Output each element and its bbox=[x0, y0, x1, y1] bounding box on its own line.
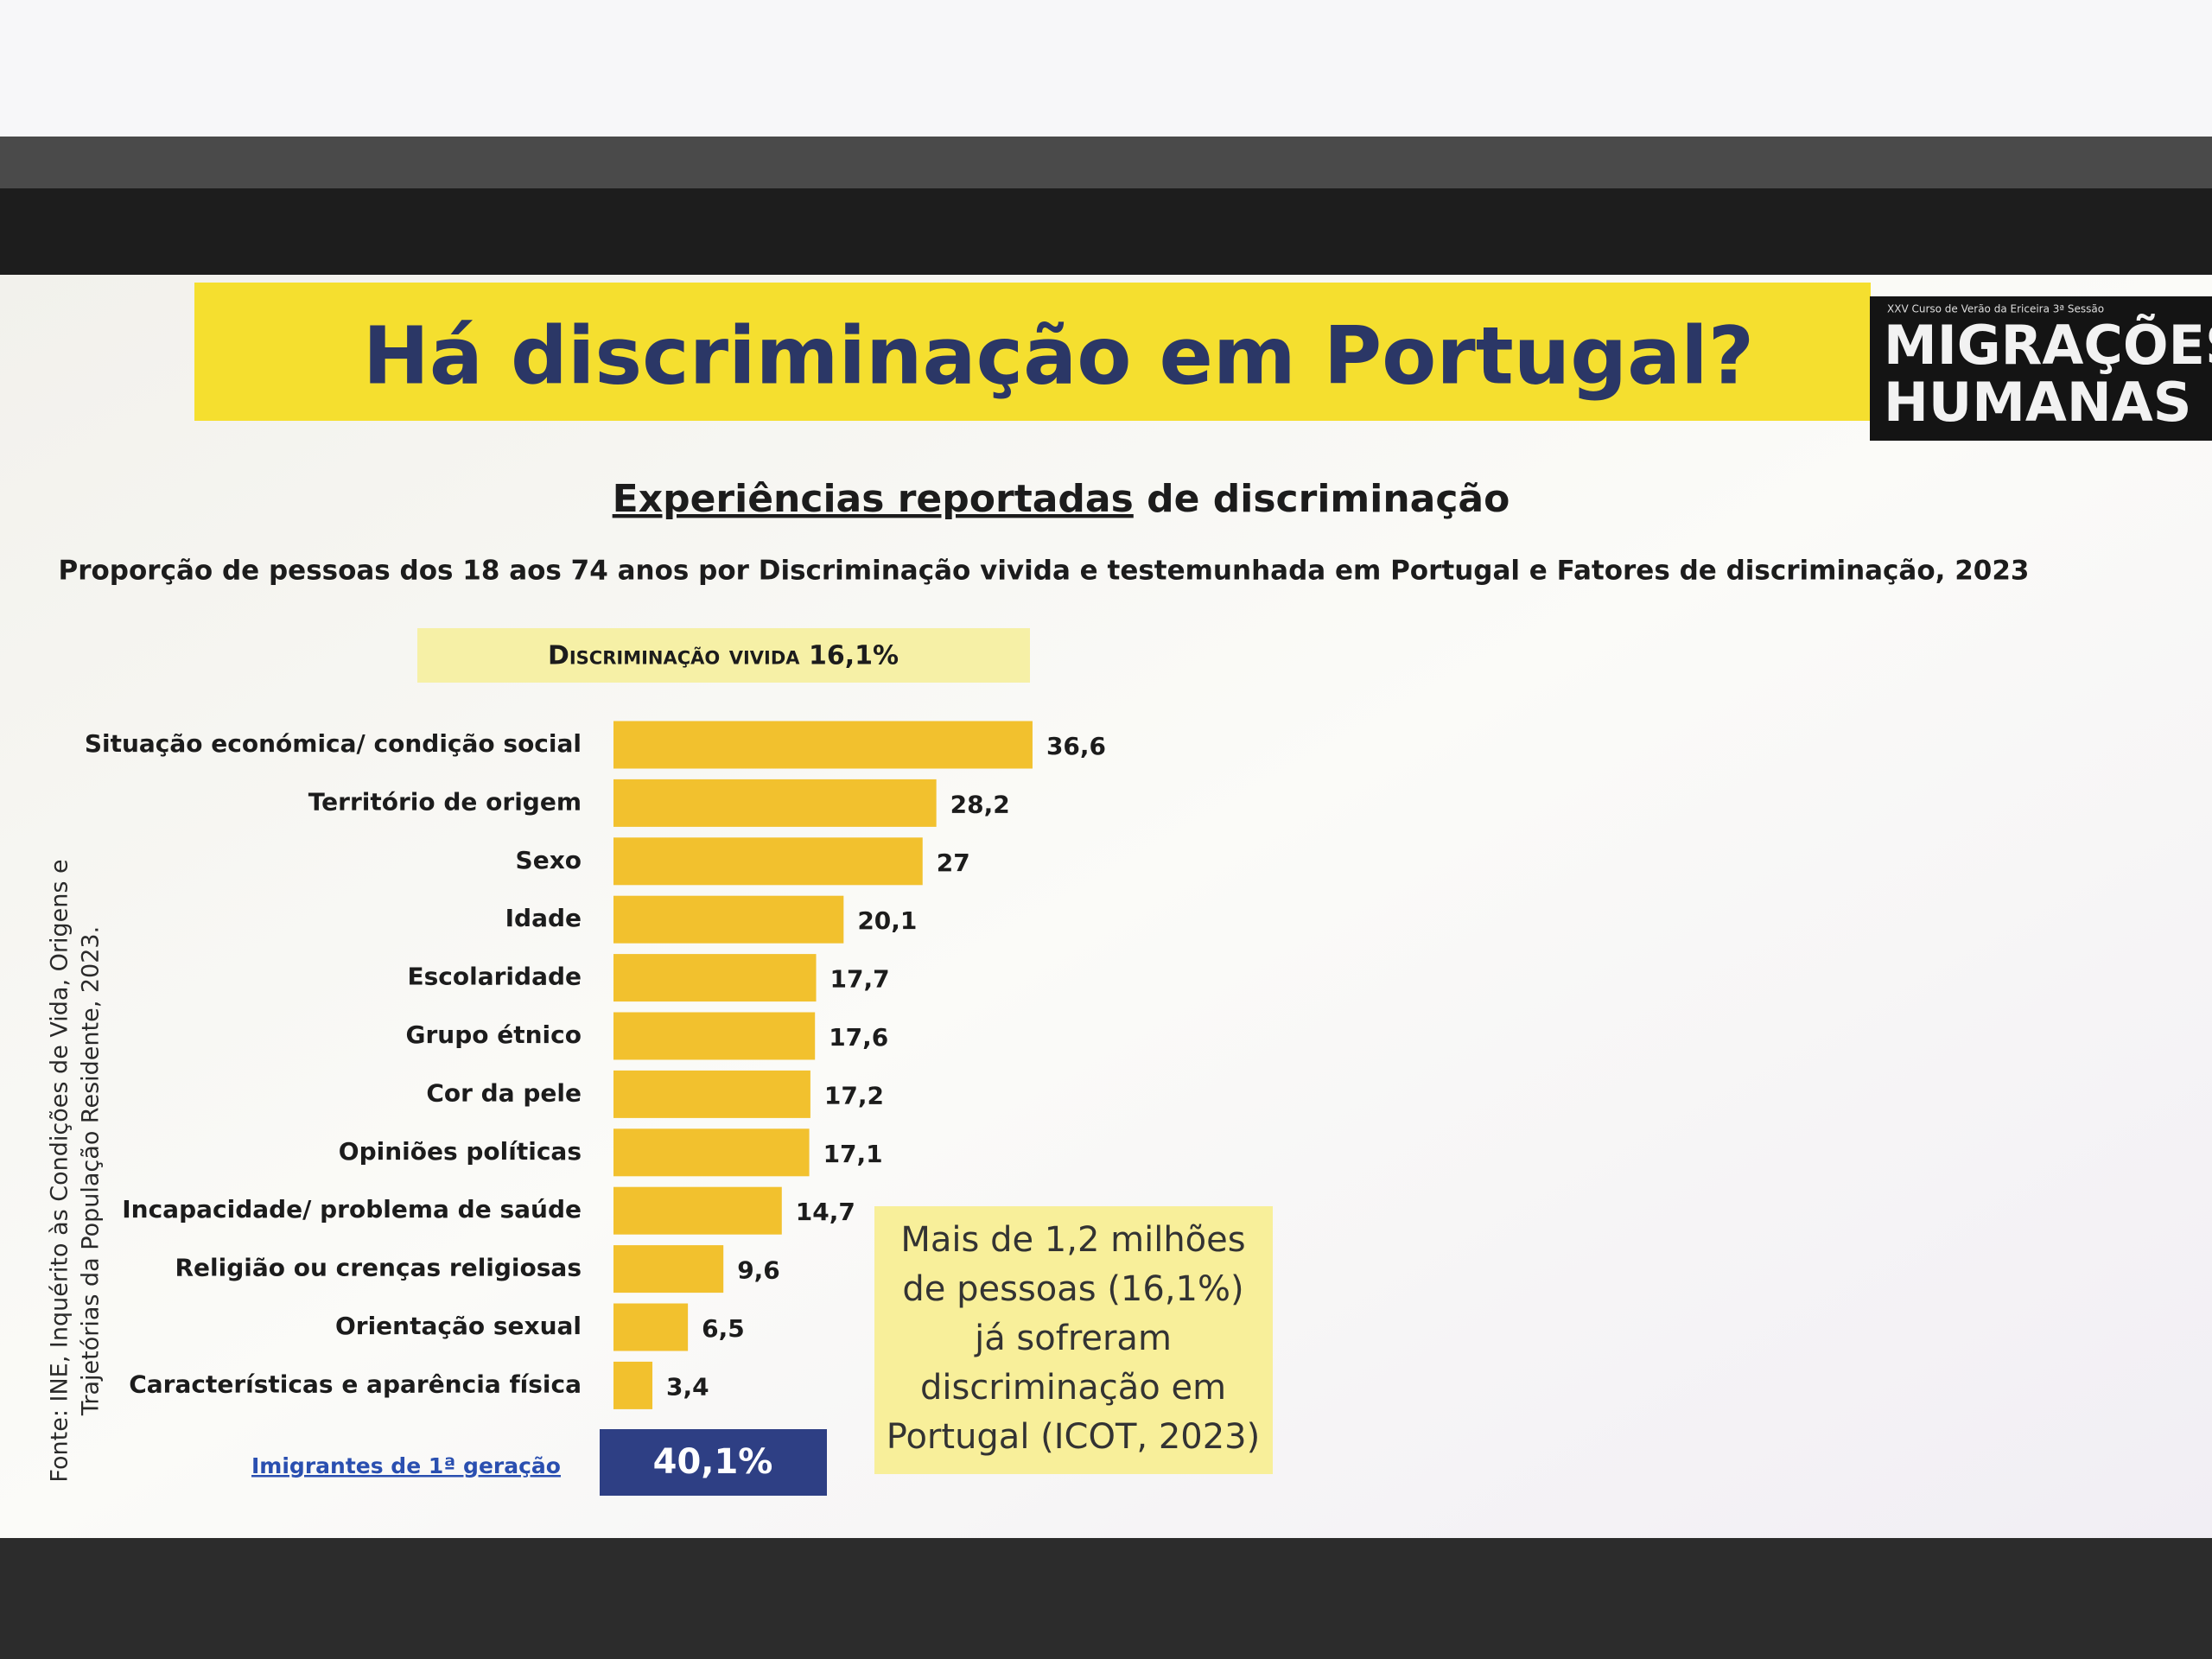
category-label: Território de origem bbox=[308, 787, 582, 816]
source: Trajetórias da População Residente, 2023… bbox=[78, 926, 105, 1416]
bar bbox=[613, 1361, 653, 1409]
bar bbox=[613, 779, 937, 827]
immigrants-box bbox=[600, 1429, 827, 1496]
source: Fonte: INE, Inquérito às Condições de Vi… bbox=[47, 859, 73, 1482]
screen-bezel-bottom bbox=[0, 1538, 2212, 1659]
bar bbox=[613, 954, 817, 1002]
category-label: Incapacidade/ problema de saúde bbox=[122, 1195, 582, 1224]
value-label: 3,4 bbox=[666, 1372, 709, 1401]
category-label: Características e aparência física bbox=[129, 1370, 582, 1398]
section-heading: Experiências reportadas de discriminação bbox=[613, 477, 1510, 521]
value-label: 17,7 bbox=[830, 965, 890, 994]
chart-title: Proporção de pessoas dos 18 aos 74 anos … bbox=[59, 556, 2030, 587]
chart-subtitle: Discriminação vivida 16,1% bbox=[548, 641, 899, 671]
value-label: 17,6 bbox=[829, 1023, 888, 1052]
value-label: 6,5 bbox=[702, 1314, 745, 1343]
bar bbox=[613, 1303, 689, 1351]
category-label: Cor da pele bbox=[426, 1078, 582, 1107]
category-label: Idade bbox=[505, 904, 582, 932]
callout: Mais de 1,2 milhões de pessoas (16,1%) já … bbox=[887, 1220, 1260, 1457]
bar bbox=[613, 895, 844, 944]
bar bbox=[613, 1186, 782, 1235]
category-label: Grupo étnico bbox=[406, 1020, 582, 1049]
value-label: 20,1 bbox=[857, 906, 917, 935]
callout-line: discriminação em bbox=[920, 1368, 1226, 1408]
category-label: Escolaridade bbox=[408, 963, 582, 991]
value-label: 17,1 bbox=[823, 1140, 883, 1168]
callout-line: de pessoas (16,1%) bbox=[902, 1269, 1243, 1309]
callout-line: já sofreram bbox=[974, 1319, 1172, 1358]
value-label: 36,6 bbox=[1046, 732, 1106, 760]
category-label: Situação económica/ condição social bbox=[85, 729, 582, 758]
value-label: 14,7 bbox=[796, 1198, 855, 1226]
subtitle-box bbox=[417, 628, 1030, 683]
category-label: Sexo bbox=[516, 846, 582, 874]
category-label: Religião ou crenças religiosas bbox=[175, 1254, 582, 1282]
screen-bezel-top bbox=[0, 137, 2212, 188]
logo-text: MIGRAÇÕES bbox=[1884, 314, 2212, 377]
immigrants-label: Imigrantes de 1ª geração bbox=[251, 1453, 561, 1478]
callout-line: Portugal (ICOT, 2023) bbox=[887, 1417, 1260, 1457]
logo-text: HUMANAS bbox=[1884, 371, 2191, 434]
logo bbox=[1870, 296, 2212, 441]
value-label: 28,2 bbox=[950, 790, 1010, 818]
callout-box bbox=[874, 1206, 1273, 1474]
category-label: Opiniões políticas bbox=[339, 1137, 582, 1166]
title-bar bbox=[194, 283, 1871, 421]
heading-underlined: Experiências reportadas bbox=[613, 477, 1134, 521]
immigrants-value: 40,1% bbox=[653, 1442, 773, 1482]
heading-rest: de discriminação bbox=[1134, 477, 1510, 521]
value-label: 17,2 bbox=[824, 1081, 884, 1109]
wall bbox=[0, 0, 2212, 138]
bar bbox=[613, 837, 923, 886]
value-label: 9,6 bbox=[737, 1256, 780, 1285]
value-label: 27 bbox=[937, 849, 970, 877]
logo-caption: XXV Curso de Verão da Ericeira 3ª Sessão bbox=[1887, 303, 2104, 315]
bar bbox=[613, 1012, 816, 1060]
bar bbox=[613, 721, 1033, 769]
bar bbox=[613, 1070, 810, 1118]
slide-title: Há discriminação em Portugal? bbox=[363, 309, 1754, 402]
category-label: Orientação sexual bbox=[335, 1312, 582, 1340]
callout-line: Mais de 1,2 milhões bbox=[900, 1220, 1245, 1260]
bar bbox=[613, 1245, 724, 1294]
bar bbox=[613, 1128, 810, 1177]
